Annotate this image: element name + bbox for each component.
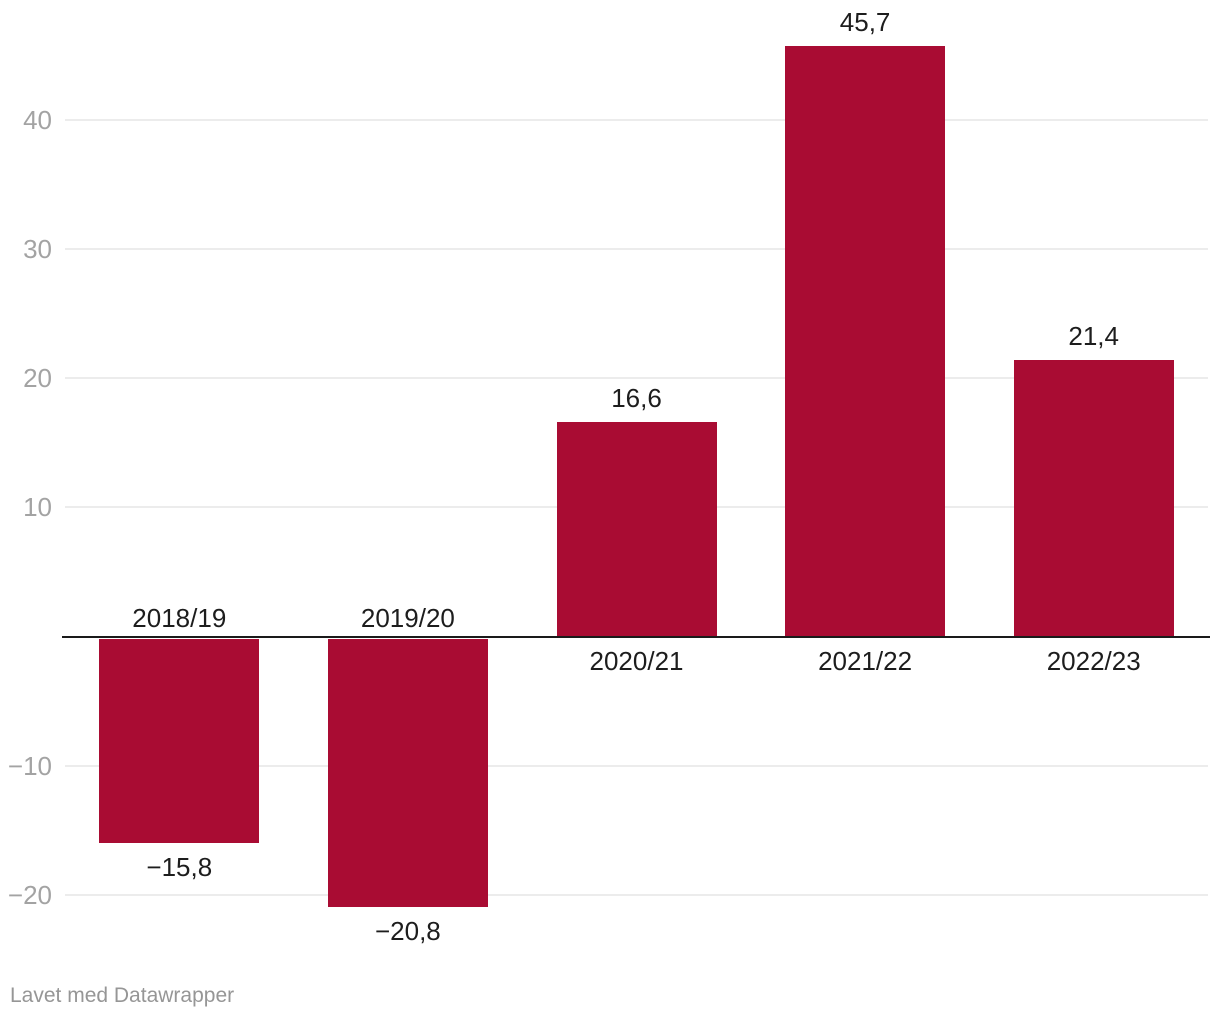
y-axis-tick-label: −20 bbox=[7, 879, 52, 910]
bar-value-label: 21,4 bbox=[1068, 321, 1119, 352]
bar-2021-22 bbox=[785, 46, 946, 637]
bar-value-label: −20,8 bbox=[374, 916, 441, 947]
bar-2018-19 bbox=[99, 638, 260, 843]
attribution-text: Lavet med Datawrapper bbox=[10, 984, 235, 1007]
category-label: 2021/22 bbox=[818, 645, 913, 676]
y-axis-tick-label: 20 bbox=[23, 363, 52, 394]
bar-2020-21 bbox=[556, 422, 717, 637]
bar-2019-20 bbox=[327, 638, 488, 908]
bar-2022-23 bbox=[1013, 360, 1174, 637]
gridline bbox=[65, 893, 1208, 896]
gridline bbox=[65, 118, 1208, 121]
category-label: 2022/23 bbox=[1046, 645, 1141, 676]
category-label: 2019/20 bbox=[360, 603, 455, 633]
x-axis-line bbox=[62, 635, 1210, 638]
y-axis-tick-label: 10 bbox=[23, 492, 52, 523]
bar-value-label: 16,6 bbox=[611, 383, 662, 414]
category-label: 2018/19 bbox=[132, 603, 227, 633]
bar-value-label: 45,7 bbox=[839, 7, 891, 38]
y-axis-tick-label: 30 bbox=[23, 234, 52, 265]
y-axis-tick-label: 40 bbox=[23, 104, 52, 135]
gridline bbox=[65, 377, 1208, 380]
gridline bbox=[65, 248, 1208, 251]
bar-value-label: −15,8 bbox=[146, 851, 213, 882]
category-label: 2020/21 bbox=[589, 645, 684, 676]
y-axis-tick-label: −10 bbox=[7, 750, 52, 781]
gridline bbox=[65, 764, 1208, 767]
